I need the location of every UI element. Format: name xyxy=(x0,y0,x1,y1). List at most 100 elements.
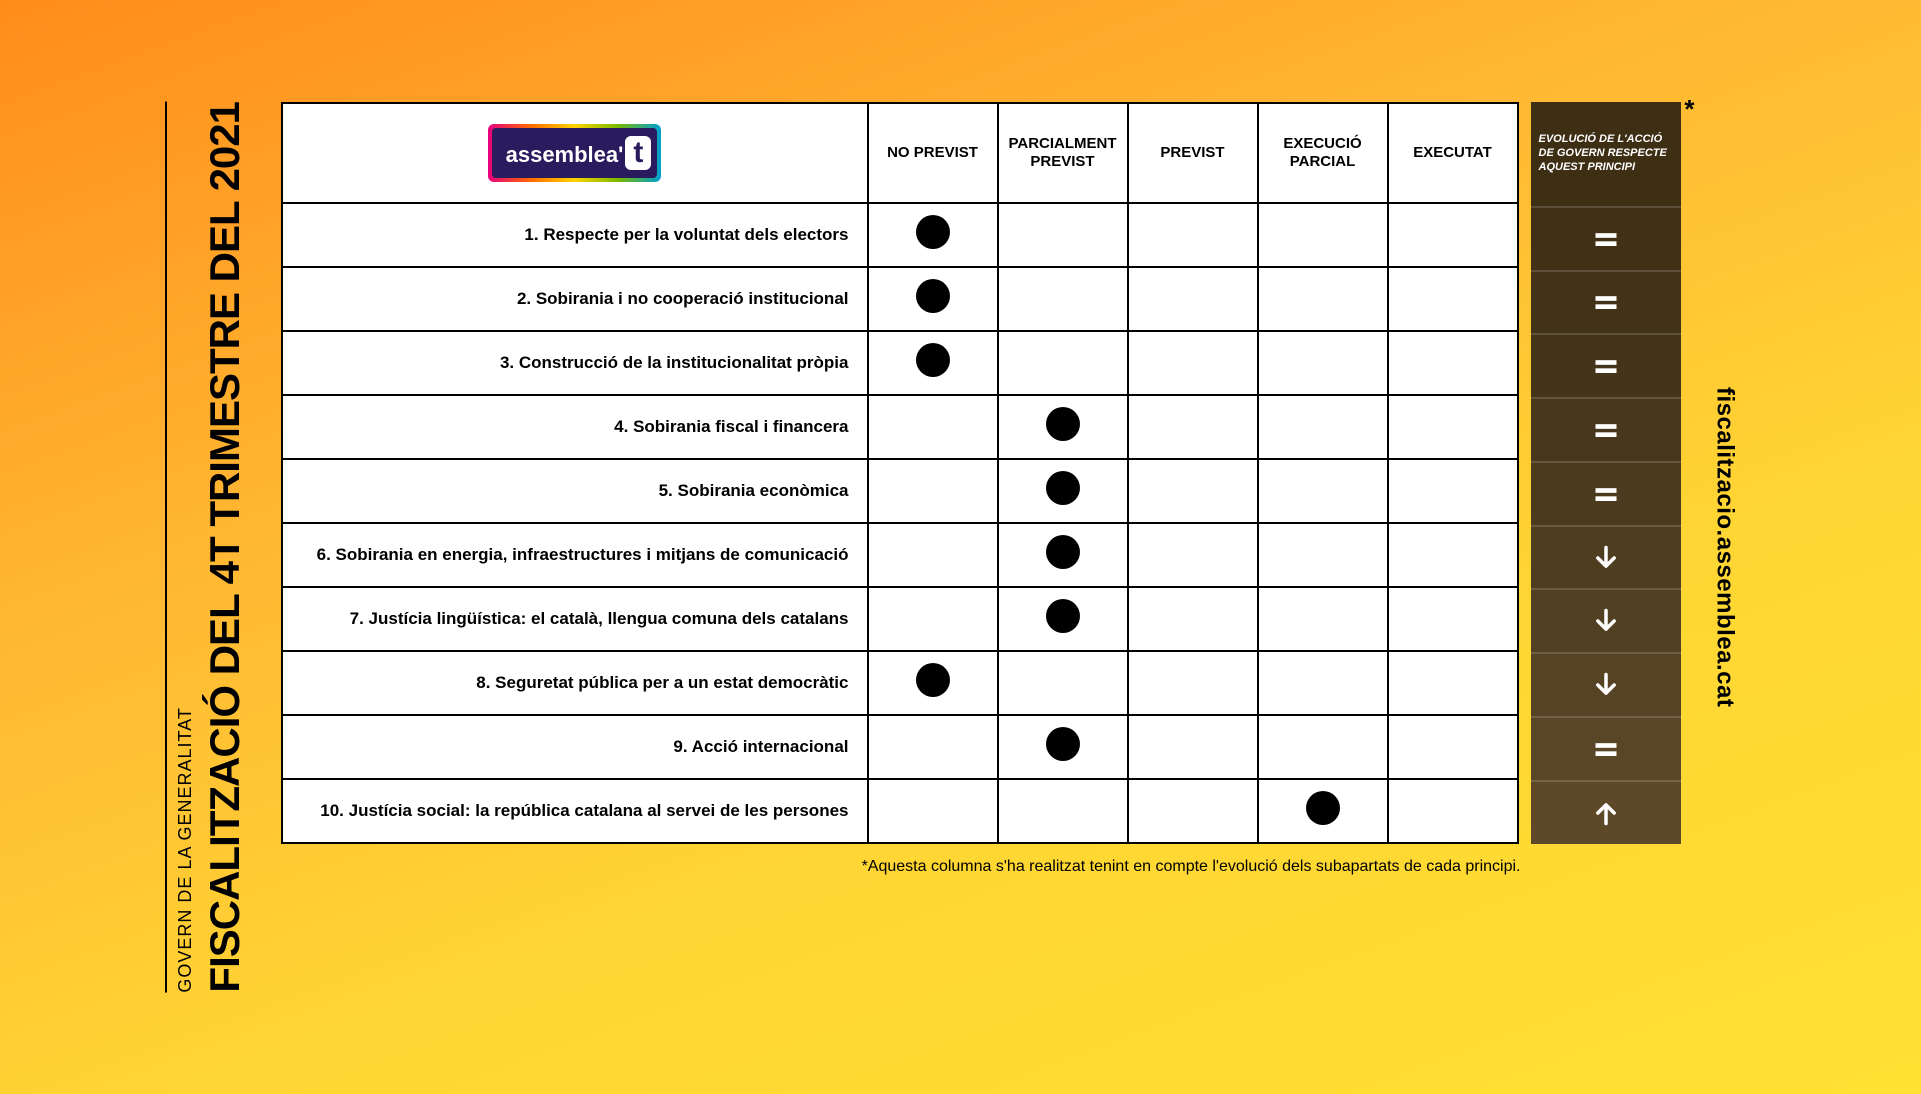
table-wrap: assemblea't NO PREVISTPARCIALMENT PREVIS… xyxy=(281,102,1681,844)
logo-inner: assemblea't xyxy=(492,128,658,178)
evolution-cell xyxy=(1531,652,1681,716)
url-text: fiscalitzacio.assemblea.cat xyxy=(1711,387,1739,707)
status-cell xyxy=(868,651,998,715)
status-cell xyxy=(1388,395,1518,459)
status-cell xyxy=(998,715,1128,779)
row-label: 7. Justícia lingüística: el català, llen… xyxy=(282,587,868,651)
table-row: 2. Sobirania i no cooperació institucion… xyxy=(282,267,1518,331)
column-header: PARCIALMENT PREVIST xyxy=(998,103,1128,203)
status-cell xyxy=(1128,587,1258,651)
table-row: 7. Justícia lingüística: el català, llen… xyxy=(282,587,1518,651)
row-label: 6. Sobirania en energia, infraestructure… xyxy=(282,523,868,587)
column-header: PREVIST xyxy=(1128,103,1258,203)
title-wrap: GOVERN DE LA GENERALITAT FISCALITZACIÓ D… xyxy=(165,102,246,993)
logo-apostrophe: ' xyxy=(618,142,623,168)
row-label: 3. Construcció de la institucionalitat p… xyxy=(282,331,868,395)
status-cell xyxy=(868,331,998,395)
row-label: 9. Acció internacional xyxy=(282,715,868,779)
title-block: GOVERN DE LA GENERALITAT FISCALITZACIÓ D… xyxy=(161,102,251,993)
status-cell xyxy=(1128,779,1258,843)
dot-icon xyxy=(1046,599,1080,633)
footnote: *Aquesta columna s'ha realitzat tenint e… xyxy=(281,844,1681,876)
dot-icon xyxy=(1306,791,1340,825)
logo: assemblea't xyxy=(488,124,662,182)
table-row: 1. Respecte per la voluntat dels elector… xyxy=(282,203,1518,267)
status-cell xyxy=(868,587,998,651)
main-column: assemblea't NO PREVISTPARCIALMENT PREVIS… xyxy=(281,102,1681,993)
table-body: 1. Respecte per la voluntat dels elector… xyxy=(282,203,1518,843)
table-row: 9. Acció internacional xyxy=(282,715,1518,779)
evolution-cell xyxy=(1531,461,1681,525)
status-cell xyxy=(998,459,1128,523)
status-cell xyxy=(1258,331,1388,395)
arrow-down-icon xyxy=(1592,607,1620,635)
status-cell xyxy=(1258,587,1388,651)
evolution-header: EVOLUCIÓ DE L'ACCIÓ DE GOVERN RESPECTE A… xyxy=(1531,102,1681,206)
status-cell xyxy=(1128,523,1258,587)
status-cell xyxy=(1388,331,1518,395)
evolution-column: * EVOLUCIÓ DE L'ACCIÓ DE GOVERN RESPECTE… xyxy=(1531,102,1681,844)
table-row: 10. Justícia social: la república catala… xyxy=(282,779,1518,843)
table-row: 5. Sobirania econòmica xyxy=(282,459,1518,523)
equal-icon xyxy=(1592,416,1620,444)
logo-suffix: t xyxy=(625,136,651,170)
table-row: 8. Seguretat pública per a un estat demo… xyxy=(282,651,1518,715)
evolution-cell xyxy=(1531,780,1681,844)
row-label: 10. Justícia social: la república catala… xyxy=(282,779,868,843)
status-cell xyxy=(1388,587,1518,651)
status-cell xyxy=(1128,267,1258,331)
status-cell xyxy=(998,331,1128,395)
dot-icon xyxy=(1046,471,1080,505)
logo-cell: assemblea't xyxy=(282,103,868,203)
equal-icon xyxy=(1592,225,1620,253)
status-table: assemblea't NO PREVISTPARCIALMENT PREVIS… xyxy=(281,102,1519,844)
evolution-cell xyxy=(1531,206,1681,270)
status-cell xyxy=(1388,779,1518,843)
equal-icon xyxy=(1592,735,1620,763)
url-block: fiscalitzacio.assemblea.cat xyxy=(1711,102,1761,993)
row-label: 2. Sobirania i no cooperació institucion… xyxy=(282,267,868,331)
status-cell xyxy=(998,587,1128,651)
status-cell xyxy=(1128,459,1258,523)
row-label: 5. Sobirania econòmica xyxy=(282,459,868,523)
status-cell xyxy=(868,267,998,331)
status-cell xyxy=(998,651,1128,715)
equal-icon xyxy=(1592,352,1620,380)
column-header: EXECUCIÓ PARCIAL xyxy=(1258,103,1388,203)
evolution-cell xyxy=(1531,716,1681,780)
table-row: 3. Construcció de la institucionalitat p… xyxy=(282,331,1518,395)
status-cell xyxy=(868,523,998,587)
row-label: 1. Respecte per la voluntat dels elector… xyxy=(282,203,868,267)
status-cell xyxy=(1388,651,1518,715)
status-cell xyxy=(1388,715,1518,779)
column-header: EXECUTAT xyxy=(1388,103,1518,203)
status-cell xyxy=(1258,267,1388,331)
column-header: NO PREVIST xyxy=(868,103,998,203)
status-cell xyxy=(1258,523,1388,587)
status-cell xyxy=(868,459,998,523)
status-cell xyxy=(1128,715,1258,779)
dot-icon xyxy=(1046,407,1080,441)
asterisk-icon: * xyxy=(1684,94,1694,125)
logo-text: assemblea xyxy=(506,142,619,168)
status-cell xyxy=(1388,459,1518,523)
subtitle: GOVERN DE LA GENERALITAT xyxy=(165,102,196,993)
header-row: assemblea't NO PREVISTPARCIALMENT PREVIS… xyxy=(282,103,1518,203)
evolution-cell xyxy=(1531,333,1681,397)
evolution-cell xyxy=(1531,270,1681,334)
page-title: FISCALITZACIÓ DEL 4T TRIMESTRE DEL 2021 xyxy=(204,102,246,993)
status-cell xyxy=(1388,203,1518,267)
status-cell xyxy=(1258,715,1388,779)
status-cell xyxy=(1388,523,1518,587)
arrow-down-icon xyxy=(1592,671,1620,699)
status-cell xyxy=(1258,651,1388,715)
page: GOVERN DE LA GENERALITAT FISCALITZACIÓ D… xyxy=(161,102,1761,993)
status-cell xyxy=(1128,203,1258,267)
status-cell xyxy=(868,395,998,459)
status-cell xyxy=(868,203,998,267)
dot-icon xyxy=(916,343,950,377)
status-cell xyxy=(998,267,1128,331)
status-cell xyxy=(1258,779,1388,843)
dot-icon xyxy=(1046,535,1080,569)
arrow-down-icon xyxy=(1592,544,1620,572)
